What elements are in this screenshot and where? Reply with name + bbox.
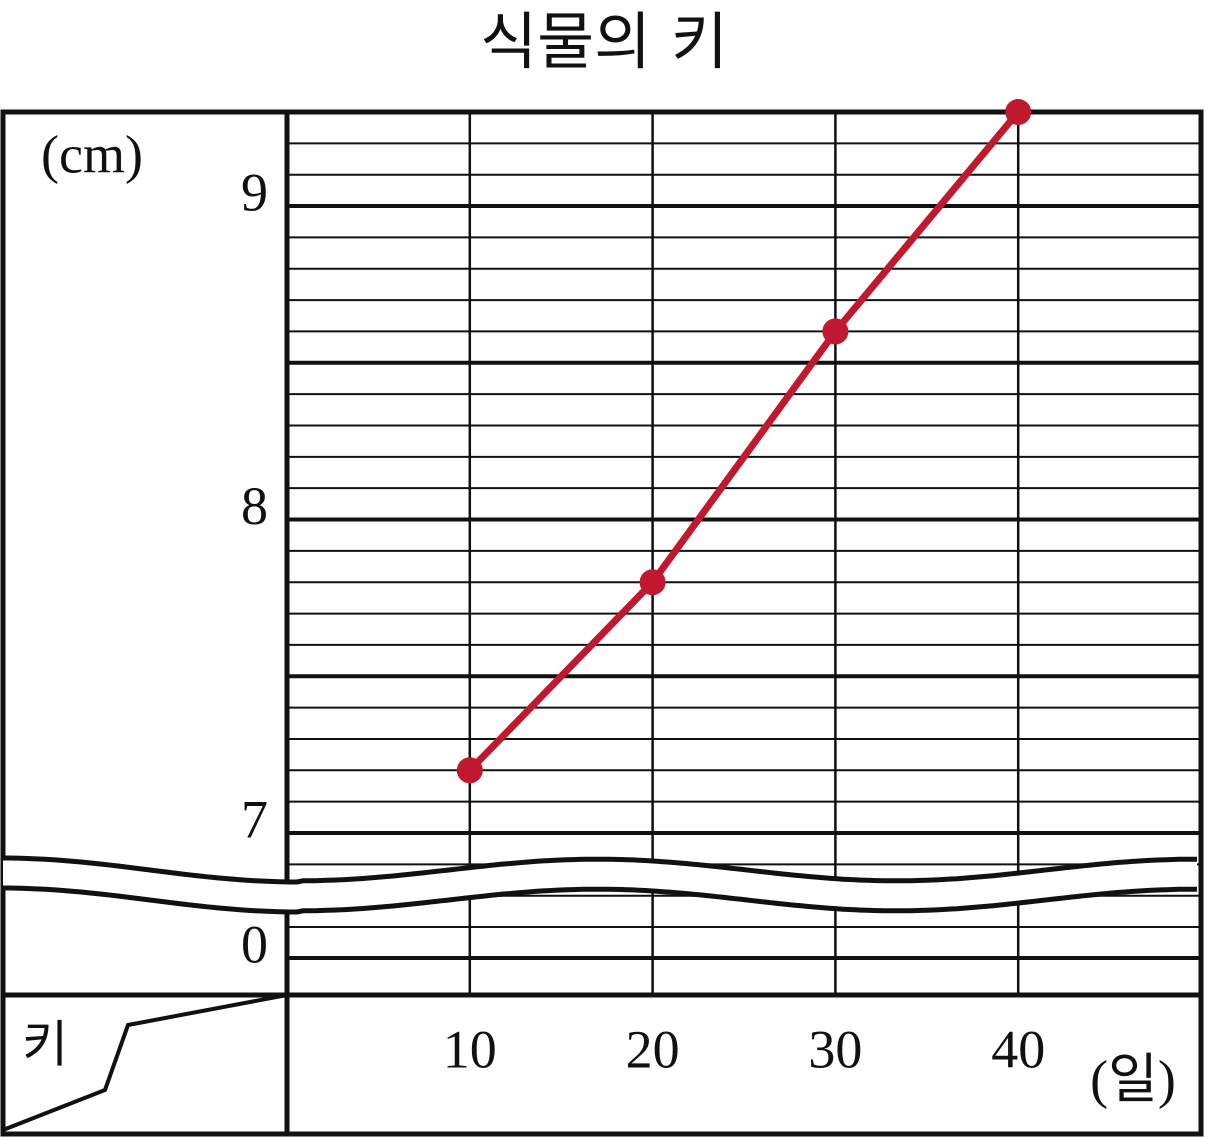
frame xyxy=(0,109,1204,1137)
y-axis-label: (cm) xyxy=(41,124,143,184)
axis-break-line xyxy=(3,885,1197,915)
y-tick-label: 7 xyxy=(241,789,268,849)
x-tick-label: 30 xyxy=(808,1019,862,1079)
point xyxy=(639,569,666,596)
x-tick-label: 40 xyxy=(991,1019,1045,1079)
point xyxy=(456,757,483,784)
line xyxy=(467,109,1021,773)
x-axis-label: (일) xyxy=(1090,1049,1176,1109)
corner-label: 키 xyxy=(22,1016,68,1074)
x-tick-label: 20 xyxy=(626,1019,680,1079)
axis-break xyxy=(3,858,1197,912)
grid xyxy=(287,112,1201,995)
corner-shape xyxy=(2,993,288,1132)
y-tick-label: 8 xyxy=(241,476,268,536)
y-tick-label: 9 xyxy=(241,162,268,222)
axis-break-line xyxy=(3,855,1197,885)
chart-title: 식물의 키 xyxy=(480,5,728,78)
point xyxy=(1005,99,1032,125)
x-tick-label: 10 xyxy=(443,1019,497,1079)
point xyxy=(822,318,849,345)
y-tick-label: 0 xyxy=(241,914,268,974)
